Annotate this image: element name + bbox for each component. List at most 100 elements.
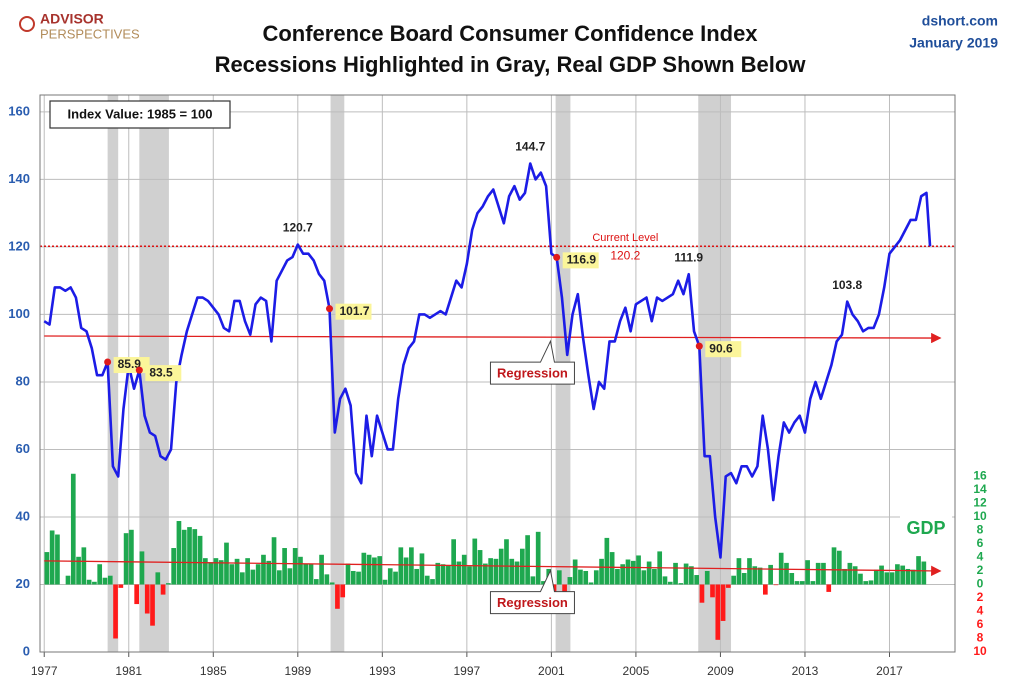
y-tick-label: 40 <box>16 508 30 523</box>
annotation-label: 85.9 <box>118 357 142 371</box>
gdp-bar <box>741 573 747 585</box>
gdp-bar <box>784 562 789 585</box>
annotation-label: 116.9 <box>567 253 597 267</box>
gdp-bar <box>118 584 124 588</box>
y2-tick-label: 10 <box>973 644 987 658</box>
y2-tick-label: 6 <box>977 617 984 631</box>
gdp-bar <box>604 537 610 585</box>
annotation-highlight <box>705 341 742 358</box>
gdp-bar <box>203 558 208 585</box>
gdp-bar <box>900 565 906 585</box>
x-tick-label: 1981 <box>115 664 142 678</box>
x-tick-label: 2005 <box>623 664 650 678</box>
gdp-bar <box>266 560 272 585</box>
gdp-bar <box>625 559 631 585</box>
gdp-bar <box>609 552 615 585</box>
gdp-bar <box>129 529 134 585</box>
gdp-bar <box>815 562 821 585</box>
gdp-bar <box>176 521 182 585</box>
gdp-bar <box>636 555 641 585</box>
gdp-bar <box>905 568 911 585</box>
regression-line <box>44 560 942 577</box>
annotation-dot <box>553 253 561 261</box>
gdp-bar <box>350 570 356 585</box>
logo-bottom: PERSPECTIVES <box>40 26 140 41</box>
gdp-bar <box>144 584 150 614</box>
gdp-bar <box>70 473 76 585</box>
gdp-bar <box>456 561 462 585</box>
gdp-bar <box>541 581 546 585</box>
gdp-bar <box>208 562 213 585</box>
x-tick-label: 2017 <box>876 664 903 678</box>
y2-tick-label: 2 <box>977 563 984 577</box>
gdp-bar <box>763 584 768 595</box>
gdp-bar <box>102 577 108 585</box>
y2-tick-label: 4 <box>977 550 984 564</box>
gdp-bar <box>488 558 493 585</box>
source: dshort.com <box>922 13 998 29</box>
gdp-bar <box>789 573 795 585</box>
plot-border <box>39 94 956 653</box>
y2-tick-label: 8 <box>977 523 984 537</box>
gdp-bar <box>662 576 668 585</box>
gdp-bar <box>768 564 773 585</box>
y2-tick-label: 6 <box>977 536 984 550</box>
recession-band <box>698 95 732 652</box>
gdp-bar <box>514 561 520 585</box>
gdp-bar <box>509 558 515 585</box>
gdp-bar <box>699 584 705 603</box>
y2-tick-label: 14 <box>973 482 987 496</box>
gdp-bar <box>720 584 726 621</box>
y2-tick-label: 10 <box>973 509 987 523</box>
gdp-bar <box>335 584 340 609</box>
gdp-bar <box>620 564 626 585</box>
gdp-bar <box>403 557 409 585</box>
gdp-bar <box>667 581 673 585</box>
logo-icon <box>19 16 35 32</box>
y-tick-label: 0 <box>23 643 30 658</box>
x-tick-label: 1997 <box>454 664 481 678</box>
annotation-dot <box>326 305 334 313</box>
y-tick-label: 20 <box>16 576 30 591</box>
regression-label: Regression <box>497 366 568 381</box>
gdp-bar <box>583 570 589 585</box>
gdp-bar <box>910 569 916 585</box>
gdp-bar <box>123 533 129 585</box>
gdp-bar <box>863 581 869 585</box>
gdp-bar <box>160 584 166 595</box>
regression-label: Regression <box>497 595 568 610</box>
gdp-bar <box>276 570 282 585</box>
gdp-bar <box>409 547 414 585</box>
gdp-bar <box>467 566 472 585</box>
y-tick-label: 60 <box>16 441 30 456</box>
callout-box <box>489 568 575 615</box>
gdp-bar <box>873 569 879 585</box>
gdp-bar <box>446 564 451 585</box>
gdp-bar <box>868 580 874 585</box>
annotation-dot <box>695 342 703 350</box>
gdp-bar <box>245 558 250 585</box>
gdp-bar <box>799 581 805 585</box>
gdp-bar <box>678 583 684 585</box>
gdp-bar <box>213 558 219 585</box>
gdp-bar <box>530 576 536 585</box>
gdp-bar <box>361 552 367 585</box>
gdp-bar <box>836 550 842 585</box>
y-tick-label: 160 <box>8 103 30 118</box>
gdp-bar <box>572 559 578 585</box>
annotation-dot <box>104 358 112 366</box>
gdp-bar <box>287 568 293 585</box>
gdp-bar <box>134 584 140 605</box>
gdp-bar <box>139 551 145 585</box>
gdp-bar <box>567 577 573 585</box>
gdp-bar <box>921 561 927 585</box>
gdp-bar <box>382 579 388 585</box>
annotation-label: 103.8 <box>832 278 862 292</box>
gdp-bar <box>821 562 826 585</box>
gdp-bar <box>150 584 155 626</box>
gdp-bar <box>234 558 240 585</box>
gdp-bar <box>646 561 652 585</box>
gdp-bar <box>261 554 266 585</box>
x-tick-label: 1977 <box>31 664 58 678</box>
y-tick-label: 140 <box>8 171 30 186</box>
